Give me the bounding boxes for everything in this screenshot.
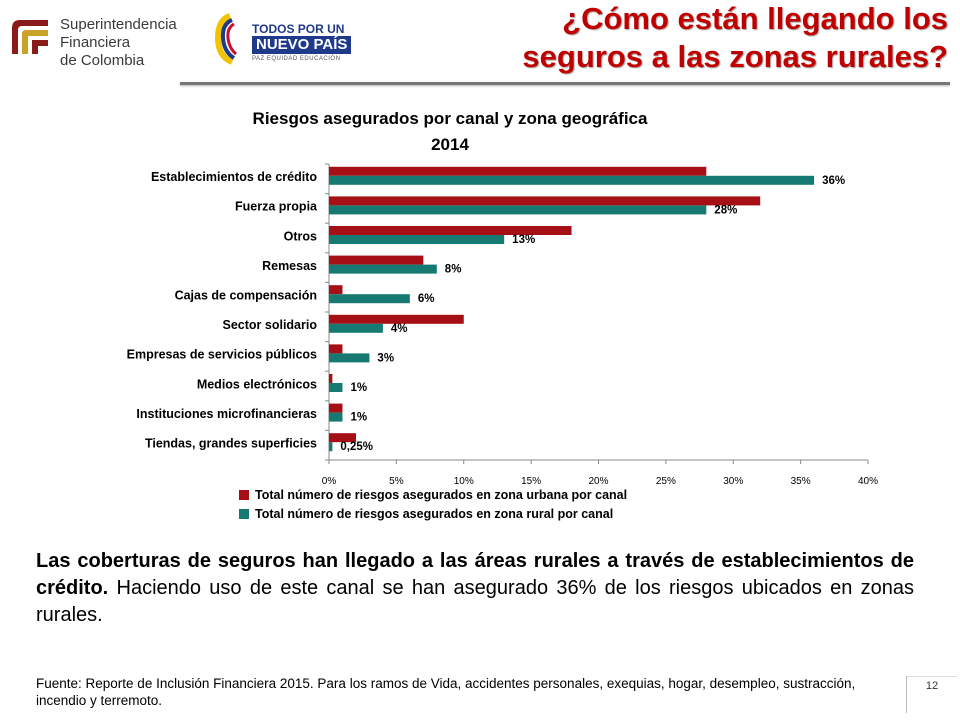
bar-urban (329, 255, 424, 265)
x-tick-label: 30% (723, 476, 743, 487)
data-label: 3% (377, 352, 394, 364)
legend-label-rural: Total número de riesgos asegurados en zo… (255, 507, 613, 521)
x-tick-label: 40% (858, 476, 878, 487)
x-tick-label: 35% (791, 476, 811, 487)
gov-logo: TODOS POR UN NUEVO PAÍS PAZ EQUIDAD EDUC… (210, 10, 352, 68)
gov-logo-main: NUEVO PAÍS (252, 36, 352, 54)
bar-urban (329, 226, 572, 235)
category-label: Establecimientos de crédito (151, 170, 317, 184)
category-label: Instituciones microfinancieras (136, 407, 317, 421)
summary-bold: Las coberturas de seguros han llegado a … (36, 550, 914, 599)
page-title-line-1: ¿Cómo están llegando los (562, 1, 948, 36)
chart-subtitle: 2014 (431, 135, 469, 154)
bar-urban (329, 344, 343, 354)
bar-rural (329, 205, 707, 215)
bar-urban (329, 285, 343, 295)
chart-title: Riesgos asegurados por canal y zona geog… (253, 109, 648, 128)
bar-urban (329, 166, 707, 176)
sfc-emblem-icon (8, 14, 52, 60)
data-label: 8% (445, 264, 462, 276)
sfc-logo-text: Superintendencia Financiera de Colombia (60, 16, 177, 69)
x-tick-label: 25% (656, 476, 676, 487)
source-footnote: Fuente: Reporte de Inclusión Financiera … (36, 676, 856, 708)
data-label: 28% (714, 204, 737, 216)
legend-swatch-urban (239, 490, 249, 500)
category-label: Otros (284, 229, 317, 243)
x-tick-label: 10% (454, 476, 474, 487)
data-label: 1% (350, 412, 367, 424)
bar-rural (329, 235, 505, 244)
bar-rural (329, 294, 410, 304)
bar-urban (329, 196, 761, 206)
category-label: Medios electrónicos (197, 377, 317, 391)
summary-normal: Haciendo uso de este canal se han asegur… (36, 577, 914, 626)
page-number: 12 (925, 680, 939, 692)
category-label: Fuerza propia (235, 200, 318, 214)
category-label: Tiendas, grandes superficies (145, 436, 317, 450)
x-tick-label: 20% (588, 476, 608, 487)
gov-logo-top: TODOS POR UN (252, 22, 345, 36)
data-label: 36% (822, 175, 845, 187)
category-label: Empresas de servicios públicos (127, 348, 317, 362)
bar-rural (329, 175, 815, 185)
data-label: 4% (391, 323, 408, 335)
bar-urban (329, 403, 343, 413)
bar-rural (329, 442, 333, 452)
bar-urban (329, 374, 333, 383)
bar-urban (329, 314, 464, 324)
bar-chart: Riesgos asegurados por canal y zona geog… (127, 109, 878, 521)
page-title-line-2: seguros a las zonas rurales? (522, 39, 948, 74)
data-label: 13% (512, 234, 535, 246)
data-label: 1% (350, 382, 367, 394)
gov-emblem-icon (214, 13, 238, 65)
bar-rural (329, 412, 343, 422)
category-label: Cajas de compensación (175, 288, 317, 302)
bar-rural (329, 353, 370, 363)
page-title: ¿Cómo están llegando los seguros a las z… (522, 0, 948, 76)
bar-rural (329, 264, 437, 274)
x-tick-label: 15% (521, 476, 541, 487)
data-label: 6% (418, 293, 435, 305)
legend-swatch-rural (239, 509, 249, 519)
page-number-box (906, 676, 957, 713)
sfc-logo: Superintendencia Financiera de Colombia (8, 10, 178, 69)
category-label: Sector solidario (223, 318, 318, 332)
title-underline (180, 82, 950, 85)
gov-logo-sub: PAZ EQUIDAD EDUCACIÓN (252, 56, 341, 62)
bar-urban (329, 433, 356, 443)
category-label: Remesas (262, 259, 317, 273)
bar-rural (329, 323, 383, 333)
x-tick-label: 5% (389, 476, 404, 487)
x-tick-label: 0% (322, 476, 337, 487)
legend-label-urban: Total número de riesgos asegurados en zo… (255, 488, 627, 502)
bar-rural (329, 383, 343, 392)
data-label: 0,25% (340, 441, 373, 453)
summary-paragraph: Las coberturas de seguros han llegado a … (36, 548, 914, 629)
